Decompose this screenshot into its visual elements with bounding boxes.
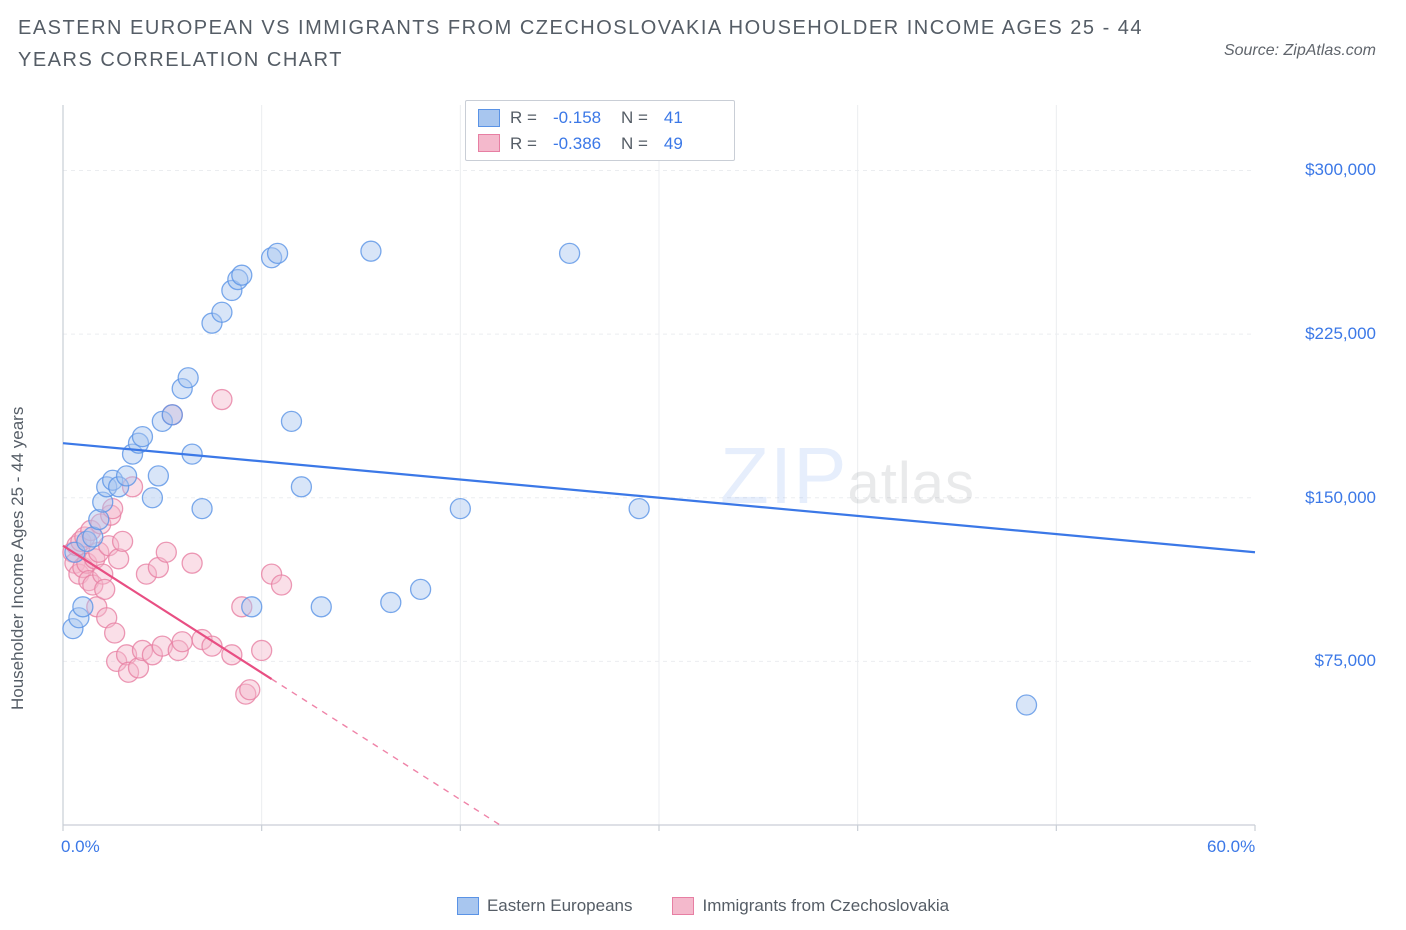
n-label: N = <box>621 131 648 157</box>
r-value-1: -0.158 <box>547 105 611 131</box>
scatter-plot-svg <box>55 95 1375 855</box>
source-attribution: Source: ZipAtlas.com <box>1224 42 1376 60</box>
legend-label-2: Immigrants from Czechoslovakia <box>702 896 949 916</box>
r-value-2: -0.386 <box>547 131 611 157</box>
swatch-series-1 <box>478 109 500 127</box>
n-value-1: 41 <box>658 105 722 131</box>
y-tick-label: $225,000 <box>1305 324 1376 344</box>
y-tick-label: $150,000 <box>1305 488 1376 508</box>
legend-item-2: Immigrants from Czechoslovakia <box>672 896 949 916</box>
series-legend: Eastern Europeans Immigrants from Czecho… <box>0 896 1406 916</box>
swatch-series-2 <box>478 134 500 152</box>
r-label: R = <box>510 105 537 131</box>
chart-title: EASTERN EUROPEAN VS IMMIGRANTS FROM CZEC… <box>18 12 1146 76</box>
y-tick-label: $300,000 <box>1305 160 1376 180</box>
chart-plot-area <box>55 95 1375 855</box>
correlation-legend: R = -0.158 N = 41 R = -0.386 N = 49 <box>465 100 735 161</box>
r-label: R = <box>510 131 537 157</box>
y-axis-label: Householder Income Ages 25 - 44 years <box>8 407 28 710</box>
legend-label-1: Eastern Europeans <box>487 896 633 916</box>
n-label: N = <box>621 105 648 131</box>
swatch-series-2 <box>672 897 694 915</box>
correlation-legend-row-1: R = -0.158 N = 41 <box>478 105 722 131</box>
legend-item-1: Eastern Europeans <box>457 896 633 916</box>
y-tick-label: $75,000 <box>1315 651 1376 671</box>
x-tick-label: 60.0% <box>1207 837 1255 857</box>
swatch-series-1 <box>457 897 479 915</box>
correlation-legend-row-2: R = -0.386 N = 49 <box>478 131 722 157</box>
n-value-2: 49 <box>658 131 722 157</box>
x-tick-label: 0.0% <box>61 837 100 857</box>
